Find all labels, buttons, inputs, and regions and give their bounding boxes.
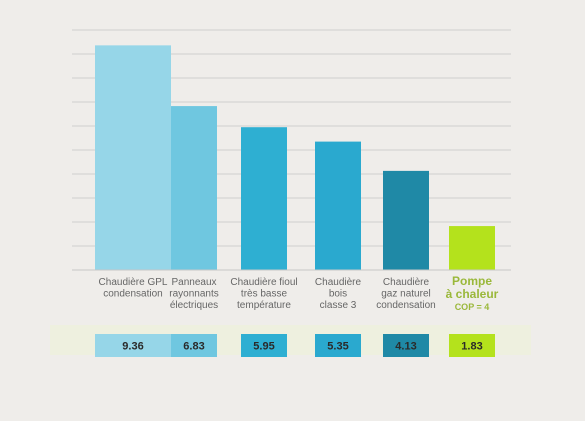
value-box — [383, 334, 429, 357]
category-label: classe 3 — [320, 300, 357, 311]
bars — [95, 45, 495, 270]
value-box — [241, 334, 287, 357]
bar — [95, 45, 171, 270]
bar — [241, 127, 287, 270]
category-label: gaz naturel — [381, 289, 430, 300]
value-label: 5.95 — [253, 341, 274, 353]
category-label: Panneaux — [171, 277, 216, 288]
category-label: rayonnants — [169, 289, 218, 300]
value-label: 6.83 — [183, 341, 204, 353]
category-label: électriques — [170, 300, 218, 311]
bar — [315, 141, 361, 270]
value-box — [449, 334, 495, 357]
value-boxes: 9.36 6.83 5.95 5.35 4.13 1.83 — [95, 334, 495, 357]
bar — [171, 106, 217, 270]
category-label: Chaudière fioul — [230, 277, 297, 288]
value-label: 9.36 — [122, 341, 143, 353]
category-label: à chaleur — [446, 287, 499, 301]
category-labels: Chaudière GPLcondensationPanneauxrayonna… — [99, 274, 499, 312]
category-label: bois — [329, 289, 347, 300]
value-label: 5.35 — [327, 341, 348, 353]
category-label: température — [237, 300, 291, 311]
value-label: 4.13 — [395, 341, 416, 353]
category-label: très basse — [241, 289, 288, 300]
category-label: Chaudière — [383, 277, 430, 288]
category-label: condensation — [376, 300, 436, 311]
value-label: 1.83 — [461, 341, 482, 353]
bar — [449, 226, 495, 270]
category-sublabel: COP = 4 — [455, 302, 490, 312]
bar — [383, 170, 429, 270]
category-label: Chaudière GPL — [99, 277, 168, 288]
value-box — [95, 334, 171, 357]
category-label: Pompe — [452, 274, 492, 288]
value-box — [315, 334, 361, 357]
category-label: Chaudière — [315, 277, 362, 288]
value-box — [171, 334, 217, 357]
category-label: condensation — [103, 289, 163, 300]
